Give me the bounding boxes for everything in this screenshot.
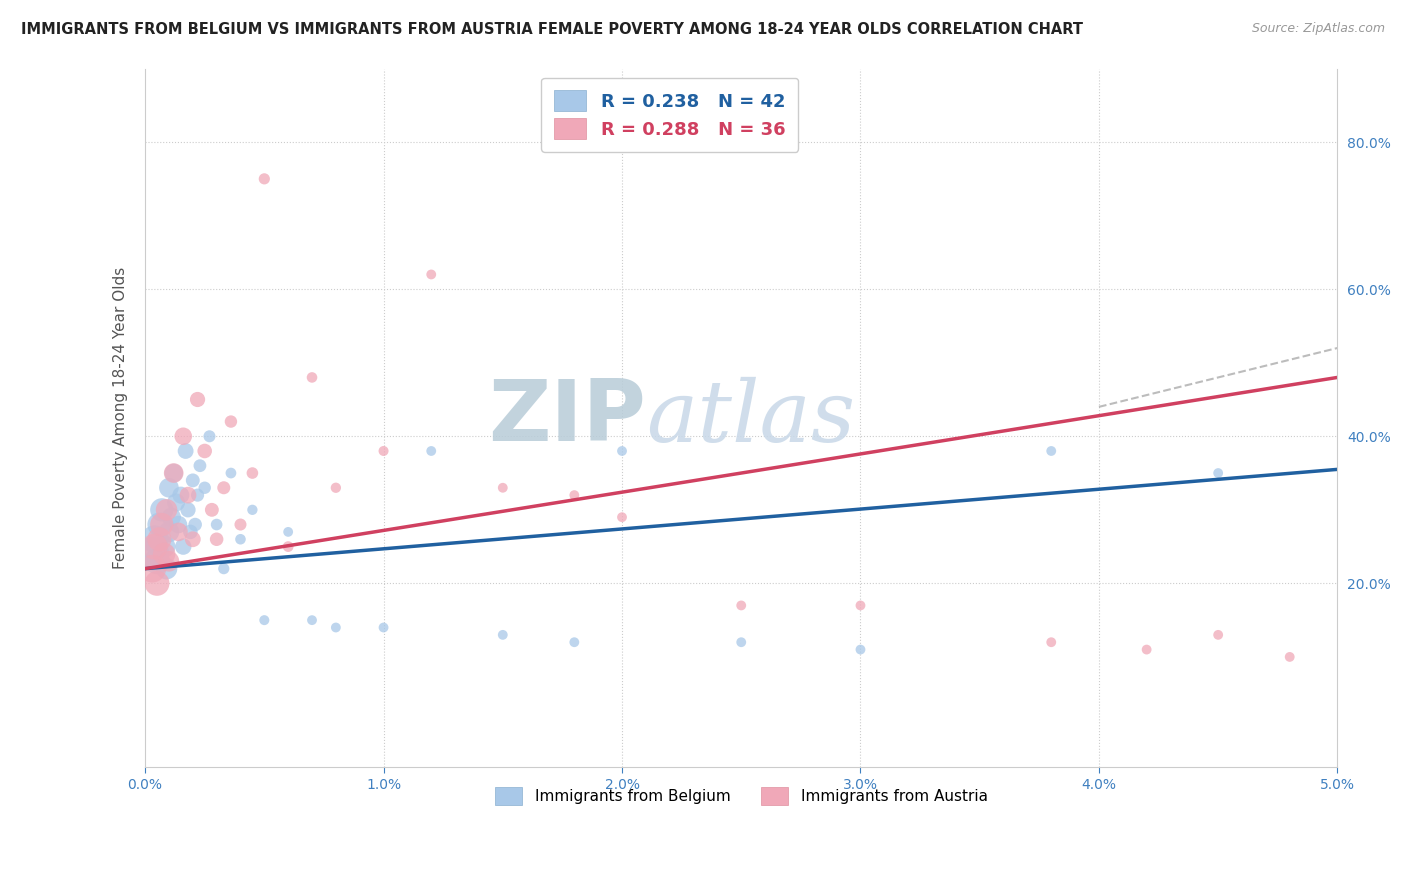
Point [229, 517, 252, 532]
Point [277, 524, 299, 539]
Point [1040, 444, 1063, 458]
Point [1136, 642, 1159, 657]
Point [325, 620, 347, 634]
Point [373, 620, 395, 634]
Point [150, 503, 173, 517]
Point [198, 429, 221, 443]
Point [177, 488, 200, 502]
Point [155, 562, 177, 576]
Point [146, 576, 169, 591]
Point [181, 474, 204, 488]
Point [163, 466, 186, 480]
Point [165, 495, 187, 509]
Point [1278, 649, 1301, 664]
Point [172, 429, 194, 443]
Point [155, 503, 177, 517]
Point [201, 503, 224, 517]
Point [492, 481, 515, 495]
Point [730, 599, 752, 613]
Point [229, 533, 252, 547]
Point [277, 540, 299, 554]
Point [141, 547, 163, 561]
Point [157, 524, 180, 539]
Point [167, 524, 190, 539]
Point [157, 554, 180, 568]
Point [301, 613, 323, 627]
Point [301, 370, 323, 384]
Point [181, 533, 204, 547]
Point [373, 444, 395, 458]
Point [170, 488, 193, 502]
Point [194, 481, 217, 495]
Point [174, 444, 197, 458]
Point [146, 554, 169, 568]
Point [143, 540, 166, 554]
Point [148, 517, 170, 532]
Point [153, 540, 176, 554]
Point [205, 533, 228, 547]
Point [157, 481, 180, 495]
Point [242, 503, 264, 517]
Point [177, 503, 200, 517]
Point [172, 540, 194, 554]
Point [219, 415, 242, 429]
Point [212, 562, 235, 576]
Text: ZIP: ZIP [488, 376, 645, 459]
Point [562, 488, 585, 502]
Text: IMMIGRANTS FROM BELGIUM VS IMMIGRANTS FROM AUSTRIA FEMALE POVERTY AMONG 18-24 YE: IMMIGRANTS FROM BELGIUM VS IMMIGRANTS FR… [21, 22, 1083, 37]
Point [242, 466, 264, 480]
Point [205, 517, 228, 532]
Point [610, 444, 633, 458]
Point [253, 613, 276, 627]
Point [179, 524, 201, 539]
Point [730, 635, 752, 649]
Point [610, 510, 633, 524]
Point [1206, 628, 1229, 642]
Point [253, 172, 276, 186]
Point [187, 392, 209, 407]
Point [167, 517, 190, 532]
Y-axis label: Female Poverty Among 18-24 Year Olds: Female Poverty Among 18-24 Year Olds [114, 267, 128, 569]
Point [1206, 466, 1229, 480]
Point [492, 628, 515, 642]
Point [163, 466, 186, 480]
Point [849, 642, 872, 657]
Point [420, 444, 443, 458]
Point [153, 547, 176, 561]
Point [212, 481, 235, 495]
Point [150, 517, 173, 532]
Point [219, 466, 242, 480]
Point [160, 510, 183, 524]
Point [188, 458, 211, 473]
Text: atlas: atlas [645, 376, 855, 459]
Point [194, 444, 217, 458]
Legend: Immigrants from Belgium, Immigrants from Austria: Immigrants from Belgium, Immigrants from… [484, 776, 998, 815]
Point [148, 533, 170, 547]
Point [325, 481, 347, 495]
Point [187, 488, 209, 502]
Point [562, 635, 585, 649]
Point [1040, 635, 1063, 649]
Point [141, 562, 163, 576]
Point [143, 533, 166, 547]
Text: Source: ZipAtlas.com: Source: ZipAtlas.com [1251, 22, 1385, 36]
Point [420, 268, 443, 282]
Point [184, 517, 207, 532]
Point [849, 599, 872, 613]
